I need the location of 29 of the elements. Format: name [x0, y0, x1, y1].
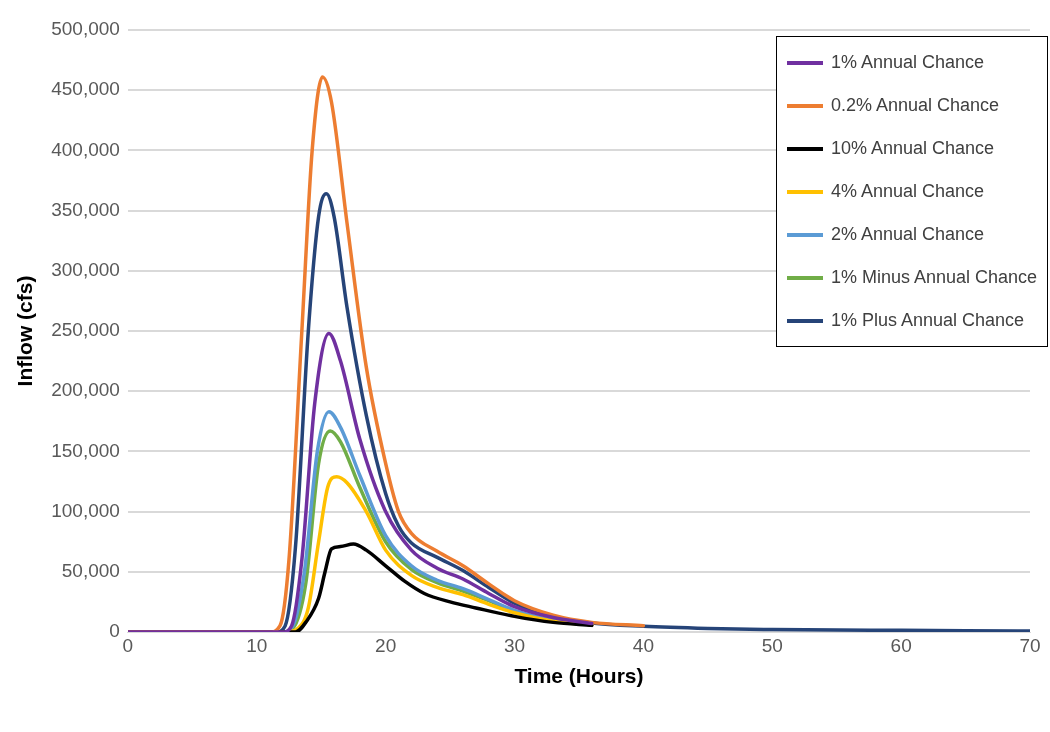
y-tick-label: 300,000: [51, 259, 120, 281]
legend-label: 1% Annual Chance: [831, 52, 985, 73]
y-tick-label: 250,000: [51, 319, 120, 341]
x-tick-label: 70: [1019, 634, 1041, 656]
x-tick-label: 30: [503, 634, 526, 656]
y-tick-label: 100,000: [51, 499, 120, 521]
y-tick-label: 150,000: [51, 439, 120, 461]
y-tick-label: 400,000: [51, 138, 120, 160]
y-tick-label: 200,000: [51, 379, 120, 401]
x-tick-label: 40: [632, 634, 654, 656]
legend-label: 1% Plus Annual Chance: [831, 310, 1025, 331]
legend-label: 2% Annual Chance: [831, 224, 985, 245]
y-tick-label: 50,000: [61, 560, 120, 582]
y-tick-label: 450,000: [51, 78, 120, 100]
legend-label: 1% Minus Annual Chance: [831, 267, 1038, 288]
x-tick-label: 20: [375, 634, 397, 656]
y-tick-label: 0: [109, 620, 120, 642]
x-tick-label: 10: [246, 634, 268, 656]
x-tick-label: 50: [761, 634, 783, 656]
legend-label: 4% Annual Chance: [831, 181, 985, 202]
line-series: [127, 331, 594, 632]
x-axis-title: Time (Hours): [514, 664, 644, 688]
x-tick-label: 60: [890, 634, 912, 656]
legend-label: 0.2% Annual Chance: [831, 95, 1000, 116]
y-axis-title: Inflow (cfs): [13, 275, 37, 387]
y-tick-label: 500,000: [51, 18, 120, 40]
y-tick-label: 350,000: [51, 198, 120, 220]
x-tick-label: 0: [122, 634, 134, 656]
legend-label: 10% Annual Chance: [831, 138, 995, 159]
